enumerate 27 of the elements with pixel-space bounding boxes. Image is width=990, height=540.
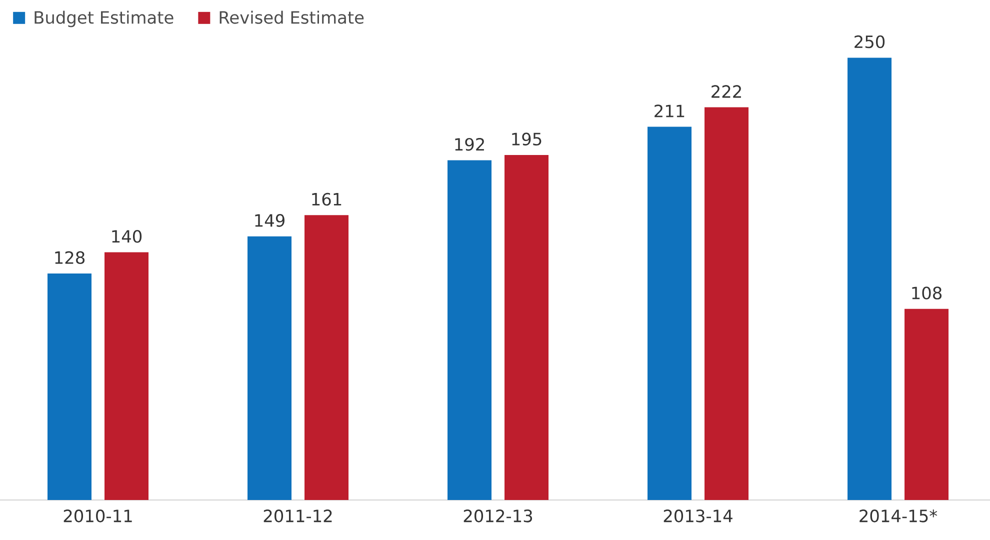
bar: [304, 215, 349, 500]
data-label: 128: [55, 251, 85, 264]
legend-label: Budget Estimate: [34, 10, 174, 28]
data-label: 149: [255, 214, 284, 227]
data-label: 222: [712, 85, 741, 98]
data-label: 140: [112, 230, 142, 243]
bar: [704, 107, 749, 500]
x-tick-label: 2012-13: [464, 510, 532, 522]
data-label: 192: [455, 138, 484, 151]
data-label: 161: [312, 192, 342, 206]
x-tick-label: 2014-15*: [860, 510, 938, 522]
bar: [504, 154, 549, 500]
bar: [248, 236, 292, 500]
bar: [48, 274, 92, 500]
data-label: 195: [512, 132, 542, 146]
x-tick-label: 2010-11: [64, 510, 132, 522]
data-label: 211: [654, 104, 684, 118]
bar: [648, 126, 692, 500]
data-label: 250: [854, 35, 885, 48]
legend-label: Revised Estimate: [220, 10, 364, 24]
bar: [104, 252, 149, 500]
data-label: 108: [912, 286, 942, 300]
bar: [448, 160, 492, 500]
bar: [848, 58, 892, 500]
x-tick-label: 2013-14: [664, 510, 732, 522]
x-tick-label: 2011-12: [264, 510, 332, 522]
bar: [904, 308, 949, 500]
